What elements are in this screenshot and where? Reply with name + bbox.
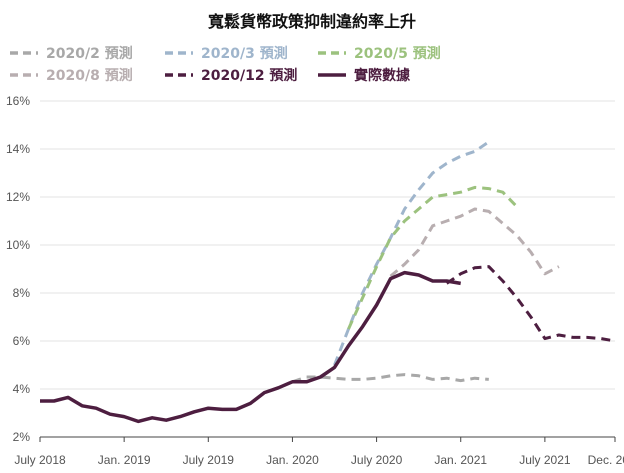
series-line bbox=[333, 140, 490, 366]
x-tick-label: July 2019 bbox=[183, 453, 235, 467]
legend-label: 2020/3 預測 bbox=[201, 45, 288, 62]
x-tick-labels: July 2018 Jan. 2019 July 2019 Jan. 2020 July… bbox=[14, 453, 624, 467]
x-tick-label: Jan. 2021 bbox=[434, 453, 487, 467]
x-tick-label: Jan. 2019 bbox=[98, 453, 151, 467]
x-tick-label: July 2018 bbox=[14, 453, 66, 467]
x-tick-label: July 2020 bbox=[351, 453, 403, 467]
y-tick-label: 2% bbox=[13, 430, 31, 444]
legend-label: 2020/12 預測 bbox=[201, 67, 297, 84]
series-line bbox=[445, 265, 616, 343]
legend: 2020/2 預測 2020/3 預測 2020/5 預測 2020/8 預測 2020… bbox=[10, 45, 441, 84]
grid-lines bbox=[40, 100, 615, 390]
legend-label: 2020/8 預測 bbox=[46, 67, 133, 84]
legend-entry: 2020/2 預測 bbox=[10, 45, 133, 62]
legend-label: 實際數據 bbox=[354, 67, 411, 84]
series-line bbox=[347, 185, 518, 330]
series-lines bbox=[40, 140, 616, 424]
y-tick-label: 4% bbox=[13, 382, 31, 396]
x-tick-label: Dec. 2021 bbox=[588, 453, 624, 467]
legend-entry: 2020/3 預測 bbox=[165, 45, 288, 62]
y-tick-label: 8% bbox=[13, 286, 31, 300]
axes bbox=[39, 436, 616, 442]
series-line bbox=[291, 373, 489, 384]
legend-entry: 2020/12 預測 bbox=[165, 67, 297, 84]
legend-entry: 2020/8 預測 bbox=[10, 67, 133, 84]
x-tick-label: July 2021 bbox=[519, 453, 571, 467]
legend-label: 2020/5 預測 bbox=[354, 45, 441, 62]
chart-title: 寬鬆貨幣政策抑制違約率上升 bbox=[207, 12, 416, 31]
y-tick-label: 10% bbox=[6, 238, 30, 252]
legend-label: 2020/2 預測 bbox=[46, 45, 133, 62]
series-line bbox=[389, 207, 560, 278]
y-tick-label: 6% bbox=[13, 334, 31, 348]
y-tick-labels: 2% 4% 6% 8% 10% 12% 14% 16% bbox=[6, 94, 30, 444]
y-tick-label: 16% bbox=[6, 94, 30, 108]
legend-entry: 2020/5 預測 bbox=[318, 45, 441, 62]
x-tick-label: Jan. 2020 bbox=[266, 453, 319, 467]
series-line bbox=[40, 270, 461, 424]
y-tick-label: 14% bbox=[6, 142, 30, 156]
y-tick-label: 12% bbox=[6, 190, 30, 204]
legend-entry: 實際數據 bbox=[318, 67, 411, 84]
